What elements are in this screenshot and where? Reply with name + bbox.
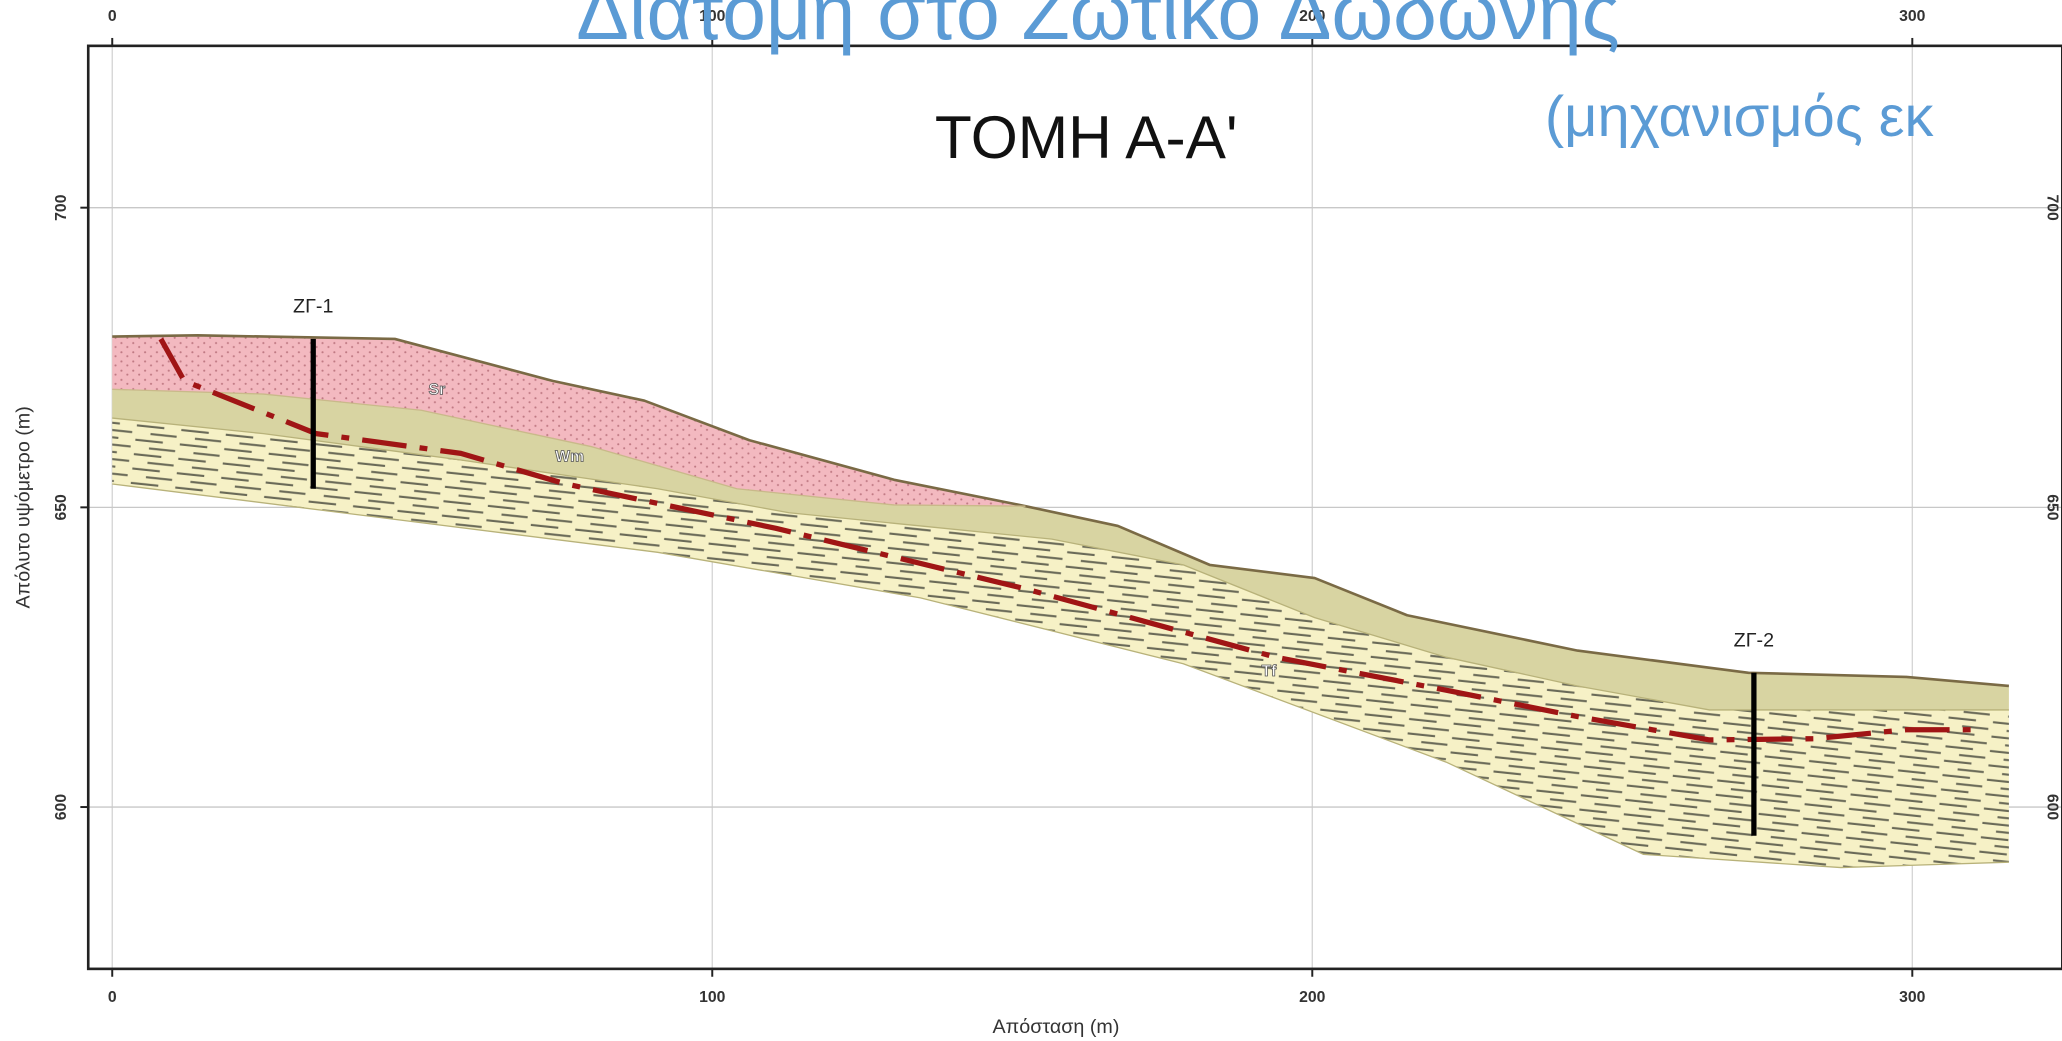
x-tick-label-top: 100 <box>699 8 726 25</box>
x-tick-label: 300 <box>1899 989 1926 1006</box>
slide-subtitle: (μηχανισμός εκ <box>1545 85 1934 149</box>
y-axis-title: Απόλυτο υψόμετρο (m) <box>12 406 34 608</box>
y-tick-label: 650 <box>53 494 70 521</box>
x-axis-title: Απόσταση (m) <box>993 1016 1120 1038</box>
x-tick-label: 0 <box>108 989 117 1006</box>
borehole-label: ΖΓ-1 <box>293 296 333 318</box>
profile-line <box>112 417 2009 711</box>
borehole-label: ΖΓ-2 <box>1734 629 1774 651</box>
layer-label: Tf <box>1261 663 1277 680</box>
x-tick-label-top: 300 <box>1899 8 1926 25</box>
x-tick-label: 200 <box>1299 989 1326 1006</box>
y-tick-label: 600 <box>53 794 70 821</box>
x-tick-label-top: 200 <box>1299 8 1326 25</box>
y-tick-label-right: 700 <box>2044 195 2061 222</box>
plot: 0 0 100 100 200 200 300 300 600 600 650 650 700 700 ΖΓ… <box>53 8 2062 1006</box>
y-tick-label-right: 650 <box>2044 494 2061 521</box>
y-tick-label: 700 <box>53 194 70 221</box>
soil-layer <box>112 335 1026 507</box>
weathered-layer <box>112 389 2009 710</box>
section-title: ΤΟΜΗ Α-Α' <box>935 103 1238 171</box>
x-tick-label-top: 0 <box>108 8 117 25</box>
y-tick-label-right: 600 <box>2044 794 2061 821</box>
layer-label: Wm <box>555 449 584 466</box>
flysch-layer <box>112 418 2009 868</box>
slip-surface <box>158 337 1979 743</box>
axes-box <box>86 44 2062 971</box>
profile-line <box>112 388 1026 507</box>
profile-line <box>112 483 2009 869</box>
profile-line <box>112 334 2010 688</box>
layer-label: Sr <box>429 382 446 399</box>
slide-title: Διατομή στο Ζωτικό Δωδώνης <box>576 0 1620 56</box>
x-tick-label: 100 <box>699 989 726 1006</box>
